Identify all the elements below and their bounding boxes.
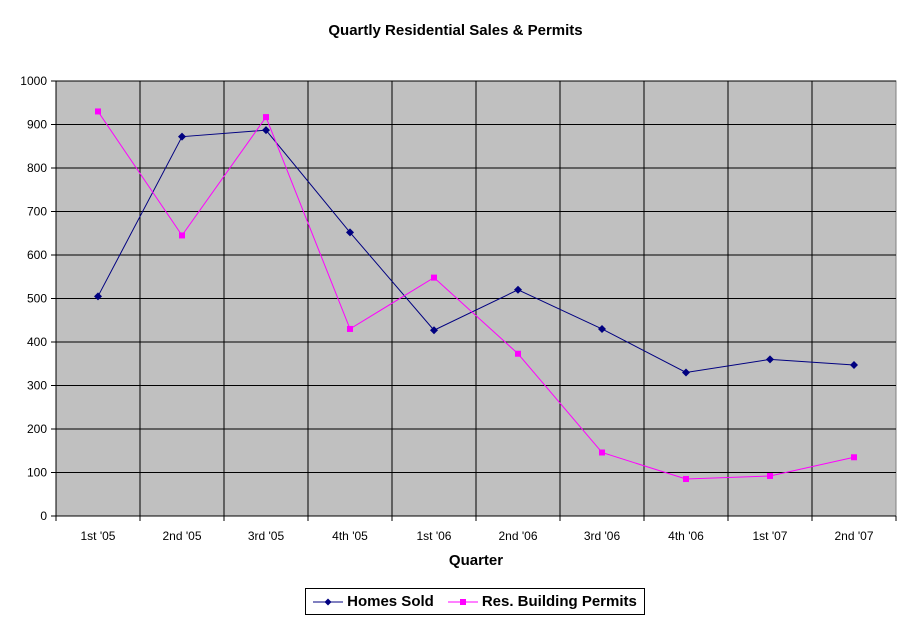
legend-swatch-homes-sold bbox=[313, 598, 344, 605]
y-tick-label: 0 bbox=[40, 509, 47, 523]
legend-item-homes-sold: Homes Sold bbox=[313, 593, 434, 610]
y-tick-label: 1000 bbox=[20, 74, 47, 88]
data-point-homes-sold bbox=[346, 228, 354, 237]
legend-item-building-permits: Res. Building Permits bbox=[447, 593, 637, 610]
y-tick-label: 800 bbox=[27, 161, 47, 175]
data-point-res-building-permits bbox=[431, 274, 437, 281]
y-tick-label: 900 bbox=[27, 118, 47, 132]
data-point-res-building-permits bbox=[851, 454, 857, 461]
x-tick-label: 4th '06 bbox=[668, 529, 704, 543]
series-line-homes-sold bbox=[97, 129, 855, 373]
legend-label-homes-sold: Homes Sold bbox=[347, 593, 434, 610]
data-point-homes-sold bbox=[178, 132, 186, 141]
data-point-homes-sold bbox=[430, 326, 438, 335]
data-point-homes-sold bbox=[94, 292, 102, 301]
data-point-homes-sold bbox=[766, 355, 774, 364]
data-point-res-building-permits bbox=[347, 325, 353, 332]
legend-swatch-building-permits bbox=[447, 598, 478, 605]
data-point-res-building-permits bbox=[599, 449, 605, 456]
x-tick-label: 1st '07 bbox=[753, 529, 788, 543]
chart-title: Quartly Residential Sales & Permits bbox=[328, 22, 583, 39]
y-tick-label: 200 bbox=[27, 422, 47, 436]
data-point-homes-sold bbox=[682, 368, 690, 377]
x-tick-label: 4th '05 bbox=[332, 529, 368, 543]
data-point-homes-sold bbox=[262, 126, 270, 135]
y-tick-label: 100 bbox=[27, 466, 47, 480]
data-point-homes-sold bbox=[598, 324, 606, 333]
data-point-homes-sold bbox=[850, 361, 858, 370]
data-point-res-building-permits bbox=[767, 472, 773, 479]
data-point-res-building-permits bbox=[263, 114, 269, 121]
legend: Homes Sold Res. Building Permits bbox=[305, 588, 645, 615]
series-line-res-building-permits bbox=[97, 111, 855, 480]
x-tick-label: 2nd '07 bbox=[835, 529, 874, 543]
x-tick-label: 2nd '05 bbox=[163, 529, 202, 543]
legend-label-building-permits: Res. Building Permits bbox=[481, 593, 637, 610]
y-tick-label: 600 bbox=[27, 248, 47, 262]
x-axis-label: Quarter bbox=[448, 552, 504, 569]
x-tick-label: 2nd '06 bbox=[499, 529, 538, 543]
data-point-res-building-permits bbox=[179, 232, 185, 239]
y-tick-label: 700 bbox=[27, 205, 47, 219]
data-point-homes-sold bbox=[514, 285, 522, 294]
x-tick-label: 1st '06 bbox=[417, 529, 452, 543]
data-point-res-building-permits bbox=[683, 476, 689, 483]
x-tick-label: 3rd '05 bbox=[248, 529, 285, 543]
data-point-res-building-permits bbox=[95, 108, 101, 115]
y-tick-label: 400 bbox=[27, 335, 47, 349]
data-point-res-building-permits bbox=[515, 350, 521, 357]
y-tick-label: 300 bbox=[27, 379, 47, 393]
y-tick-label: 500 bbox=[27, 292, 47, 306]
x-tick-label: 3rd '06 bbox=[584, 529, 621, 543]
x-tick-label: 1st '05 bbox=[81, 529, 116, 543]
